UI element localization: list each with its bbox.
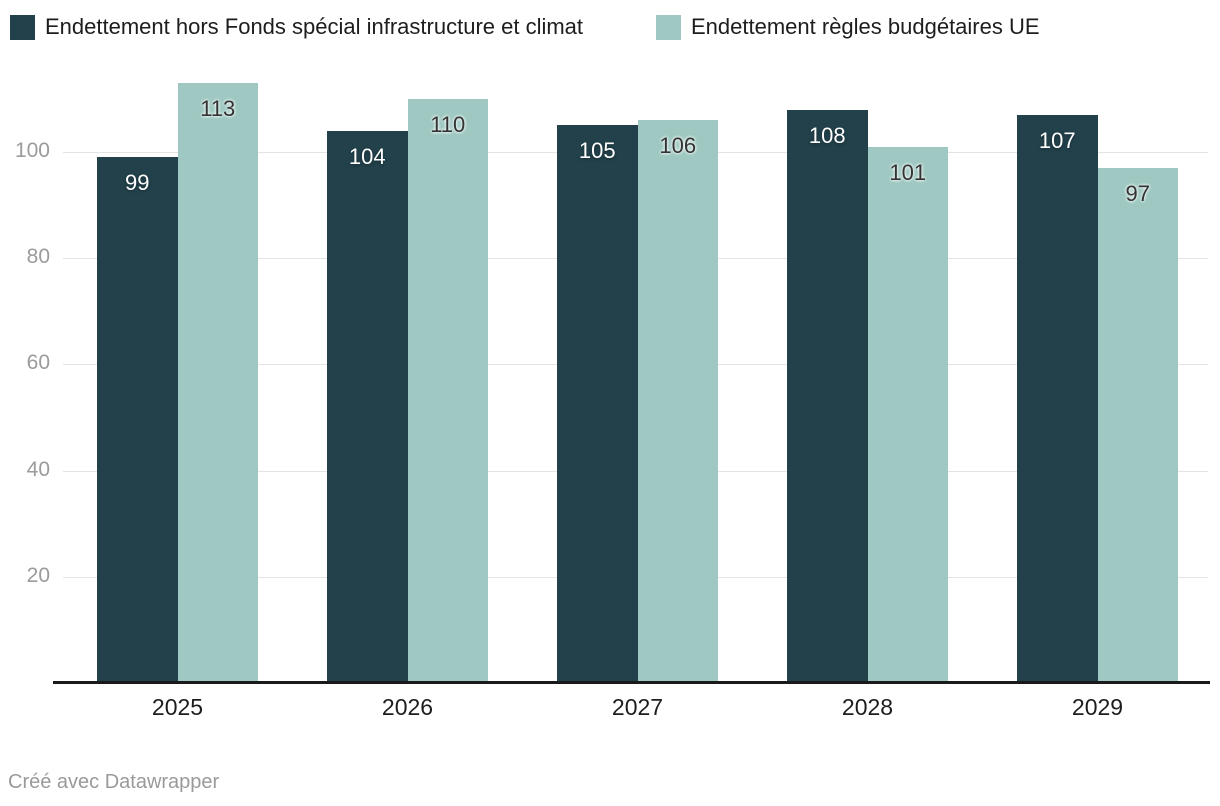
bar-value-label: 113 (200, 95, 236, 121)
x-tick-label: 2026 (381, 694, 434, 720)
bar-value-label: 108 (808, 122, 846, 148)
bar-value-label: 99 (125, 170, 150, 196)
bar-series2-2025: 113 (177, 82, 258, 683)
plot-area: 20 40 60 80 100 99 113 104 110 105 106 108 101 107 97 2… (14, 82, 1210, 720)
y-tick-label: 100 (14, 139, 50, 162)
legend-swatch-icon (656, 14, 681, 40)
bar-value-label: 97 (1125, 180, 1150, 206)
x-axis-line (53, 681, 1210, 684)
bar-value-label: 106 (659, 133, 697, 159)
bar-series1-2028: 108 (787, 109, 868, 683)
bar-value-label: 107 (1038, 127, 1076, 153)
bar-value-label: 101 (889, 159, 927, 185)
y-tick-label: 40 (26, 457, 50, 481)
y-tick-label: 20 (26, 563, 50, 587)
bar-series2-2028: 101 (867, 146, 948, 683)
y-tick-label: 60 (26, 351, 50, 375)
bar-value-label: 104 (348, 143, 386, 169)
legend-swatch-icon (10, 14, 35, 40)
bar-value-label: 110 (430, 111, 466, 137)
x-tick-label: 2027 (611, 694, 664, 720)
attribution: Créé avec Datawrapper (8, 771, 219, 794)
x-tick-label: 2029 (1071, 694, 1124, 720)
bar-series1-2027: 105 (557, 125, 638, 683)
bar-series1-2026: 104 (327, 130, 408, 683)
bar-series2-2027: 106 (637, 120, 718, 683)
bar-series1-2029: 107 (1017, 114, 1098, 683)
attribution-text: Créé avec Datawrapper (8, 771, 220, 793)
legend-item: Endettement hors Fonds spécial infrastru… (10, 14, 583, 40)
y-tick-label: 80 (26, 245, 50, 269)
legend-item: Endettement règles budgétaires UE (656, 14, 1040, 40)
bar-series1-2025: 99 (97, 157, 178, 683)
bar-series2-2026: 110 (407, 98, 488, 683)
bar-value-label: 105 (578, 138, 616, 164)
bar-series2-2029: 97 (1097, 167, 1178, 683)
x-tick-label: 2028 (841, 694, 894, 720)
legend-label: Endettement règles budgétaires UE (691, 14, 1040, 39)
legend-label: Endettement hors Fonds spécial infrastru… (45, 14, 584, 39)
legend: Endettement hors Fonds spécial infrastru… (0, 0, 1220, 56)
x-tick-label: 2025 (151, 694, 204, 720)
